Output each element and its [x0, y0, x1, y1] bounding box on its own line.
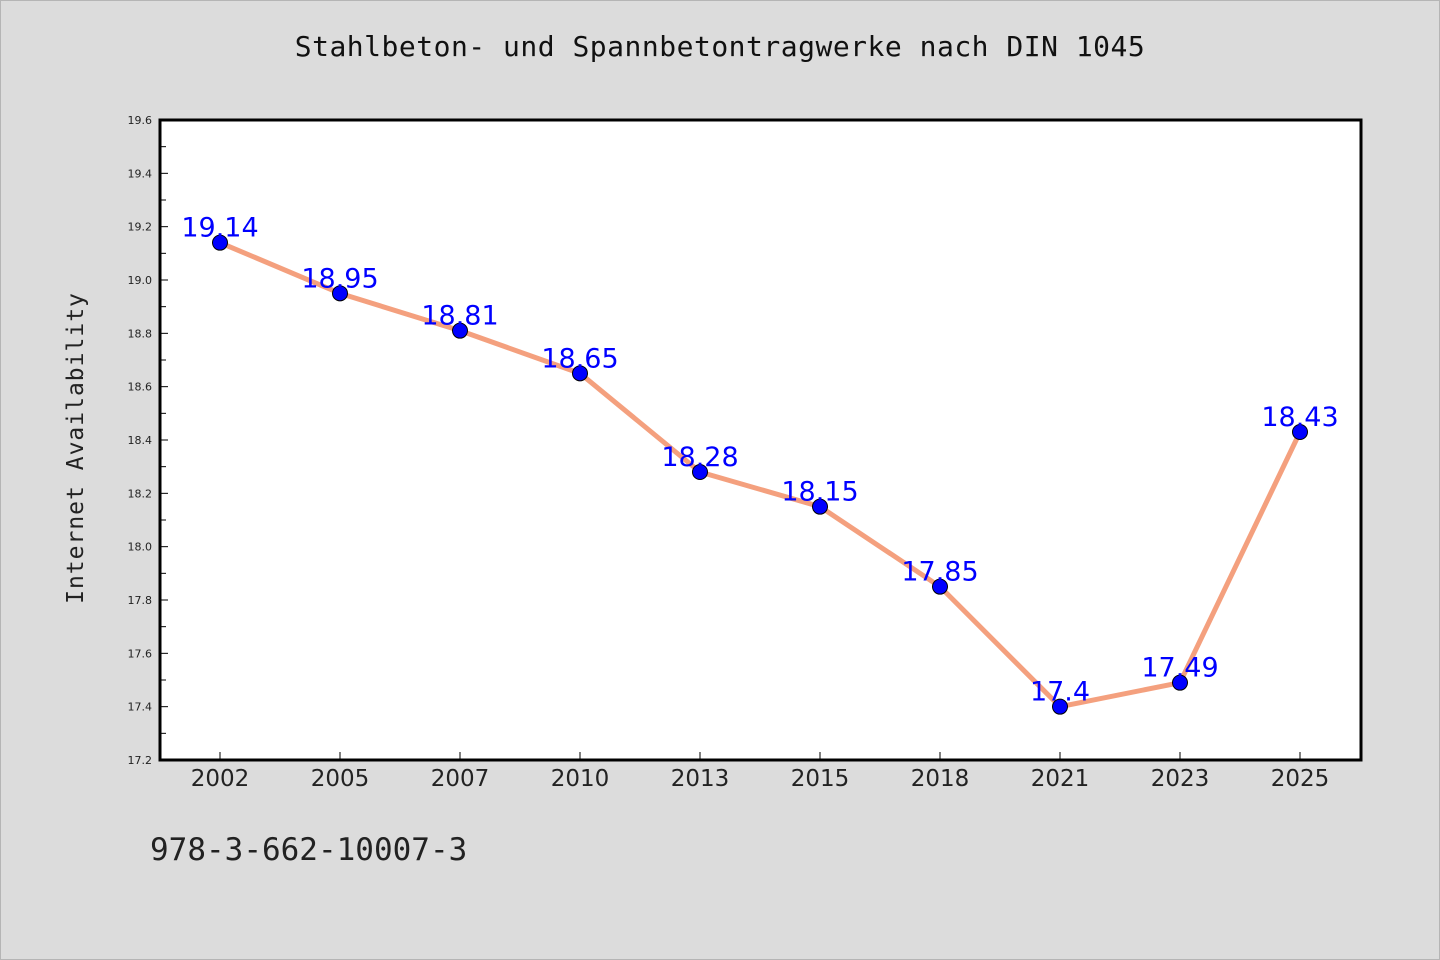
- data-point: [812, 498, 828, 515]
- y-tick-label: 17.8: [128, 594, 153, 607]
- data-label: 17.85: [901, 557, 978, 588]
- chart-title: Stahlbeton- und Spannbetontragwerke nach…: [294, 30, 1146, 63]
- data-label: 18.81: [421, 301, 498, 332]
- x-tick-label: 2010: [551, 766, 610, 792]
- x-tick-label: 2002: [191, 766, 250, 792]
- x-tick-label: 2023: [1151, 766, 1210, 792]
- x-tick-label: 2007: [431, 766, 490, 792]
- y-tick-label: 18.4: [128, 434, 153, 447]
- data-label: 18.95: [301, 263, 378, 294]
- x-tick-label: 2013: [671, 766, 730, 792]
- data-label: 18.15: [781, 477, 858, 508]
- series-line: [219, 240, 1303, 710]
- y-tick-label: 19.0: [128, 274, 153, 287]
- y-tick-label: 19.6: [128, 114, 153, 127]
- data-point: [452, 322, 468, 339]
- y-tick-label: 17.4: [128, 701, 153, 714]
- data-point: [332, 285, 348, 302]
- data-label: 19.14: [181, 213, 258, 244]
- y-tick-label: 17.2: [128, 754, 153, 767]
- data-point: [692, 464, 708, 480]
- data-label: 18.28: [661, 442, 738, 473]
- y-tick-label: 18.6: [128, 381, 153, 394]
- y-tick-label: 19.2: [128, 221, 153, 234]
- x-tick-label: 2025: [1271, 766, 1330, 792]
- y-tick-label: 18.0: [128, 541, 153, 554]
- data-label: 17.4: [1030, 677, 1090, 708]
- y-tick-label: 17.6: [128, 647, 153, 660]
- data-label: 18.43: [1261, 402, 1338, 433]
- data-point: [1172, 674, 1188, 691]
- x-tick-label: 2021: [1031, 766, 1090, 792]
- data-label: 18.65: [541, 343, 618, 374]
- y-tick-label: 19.4: [128, 167, 153, 180]
- footer-isbn: 978-3-662-10007-3: [150, 832, 468, 868]
- data-label: 17.49: [1141, 653, 1218, 684]
- data-point: [932, 578, 948, 595]
- y-tick-label: 18.2: [128, 487, 153, 500]
- x-tick-label: 2015: [791, 766, 850, 792]
- y-tick-label: 18.8: [128, 327, 153, 340]
- data-point: [1052, 698, 1068, 715]
- data-point: [572, 365, 588, 382]
- x-tick-label: 2018: [911, 766, 970, 792]
- x-tick-label: 2005: [311, 766, 370, 792]
- data-point: [1292, 424, 1308, 440]
- plot-area: [158, 118, 1363, 762]
- data-point: [212, 234, 228, 251]
